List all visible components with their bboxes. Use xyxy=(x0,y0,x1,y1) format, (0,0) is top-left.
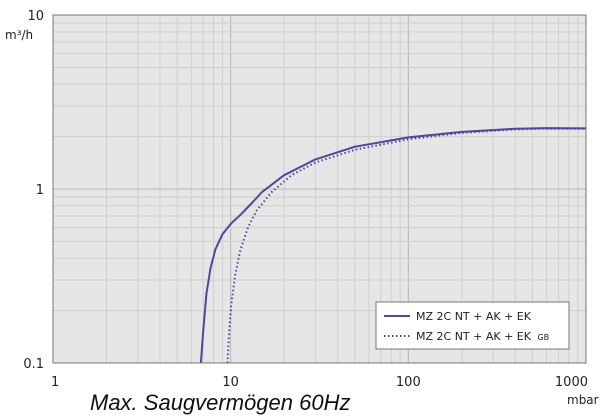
tick-labels: 1 10 100 1000 0.1 1 10 xyxy=(23,9,588,390)
legend: MZ 2C NT + AK + EK MZ 2C NT + AK + EK GB xyxy=(375,301,570,350)
legend-label-series-1: MZ 2C NT + AK + EK xyxy=(416,310,532,323)
x-tick-label: 10 xyxy=(222,375,239,390)
x-tick-label: 100 xyxy=(396,375,421,390)
y-tick-label: 0.1 xyxy=(23,357,44,372)
legend-label-series-2-subscript: GB xyxy=(537,333,549,342)
y-tick-label: 1 xyxy=(36,183,44,198)
legend-label-series-2: MZ 2C NT + AK + EK GB xyxy=(416,330,549,343)
legend-label-series-2-main: MZ 2C NT + AK + EK xyxy=(416,330,532,343)
legend-box xyxy=(375,301,570,350)
x-tick-label: 1 xyxy=(51,375,59,390)
chart-caption: Max. Saugvermögen 60Hz xyxy=(90,390,351,415)
x-tick-label: 1000 xyxy=(555,375,588,390)
series-lines xyxy=(199,127,587,364)
y-tick-label: 10 xyxy=(27,9,44,24)
x-unit-label: mbar xyxy=(567,393,599,407)
plot-frame xyxy=(52,14,587,364)
y-unit-label: m³/h xyxy=(5,28,33,42)
